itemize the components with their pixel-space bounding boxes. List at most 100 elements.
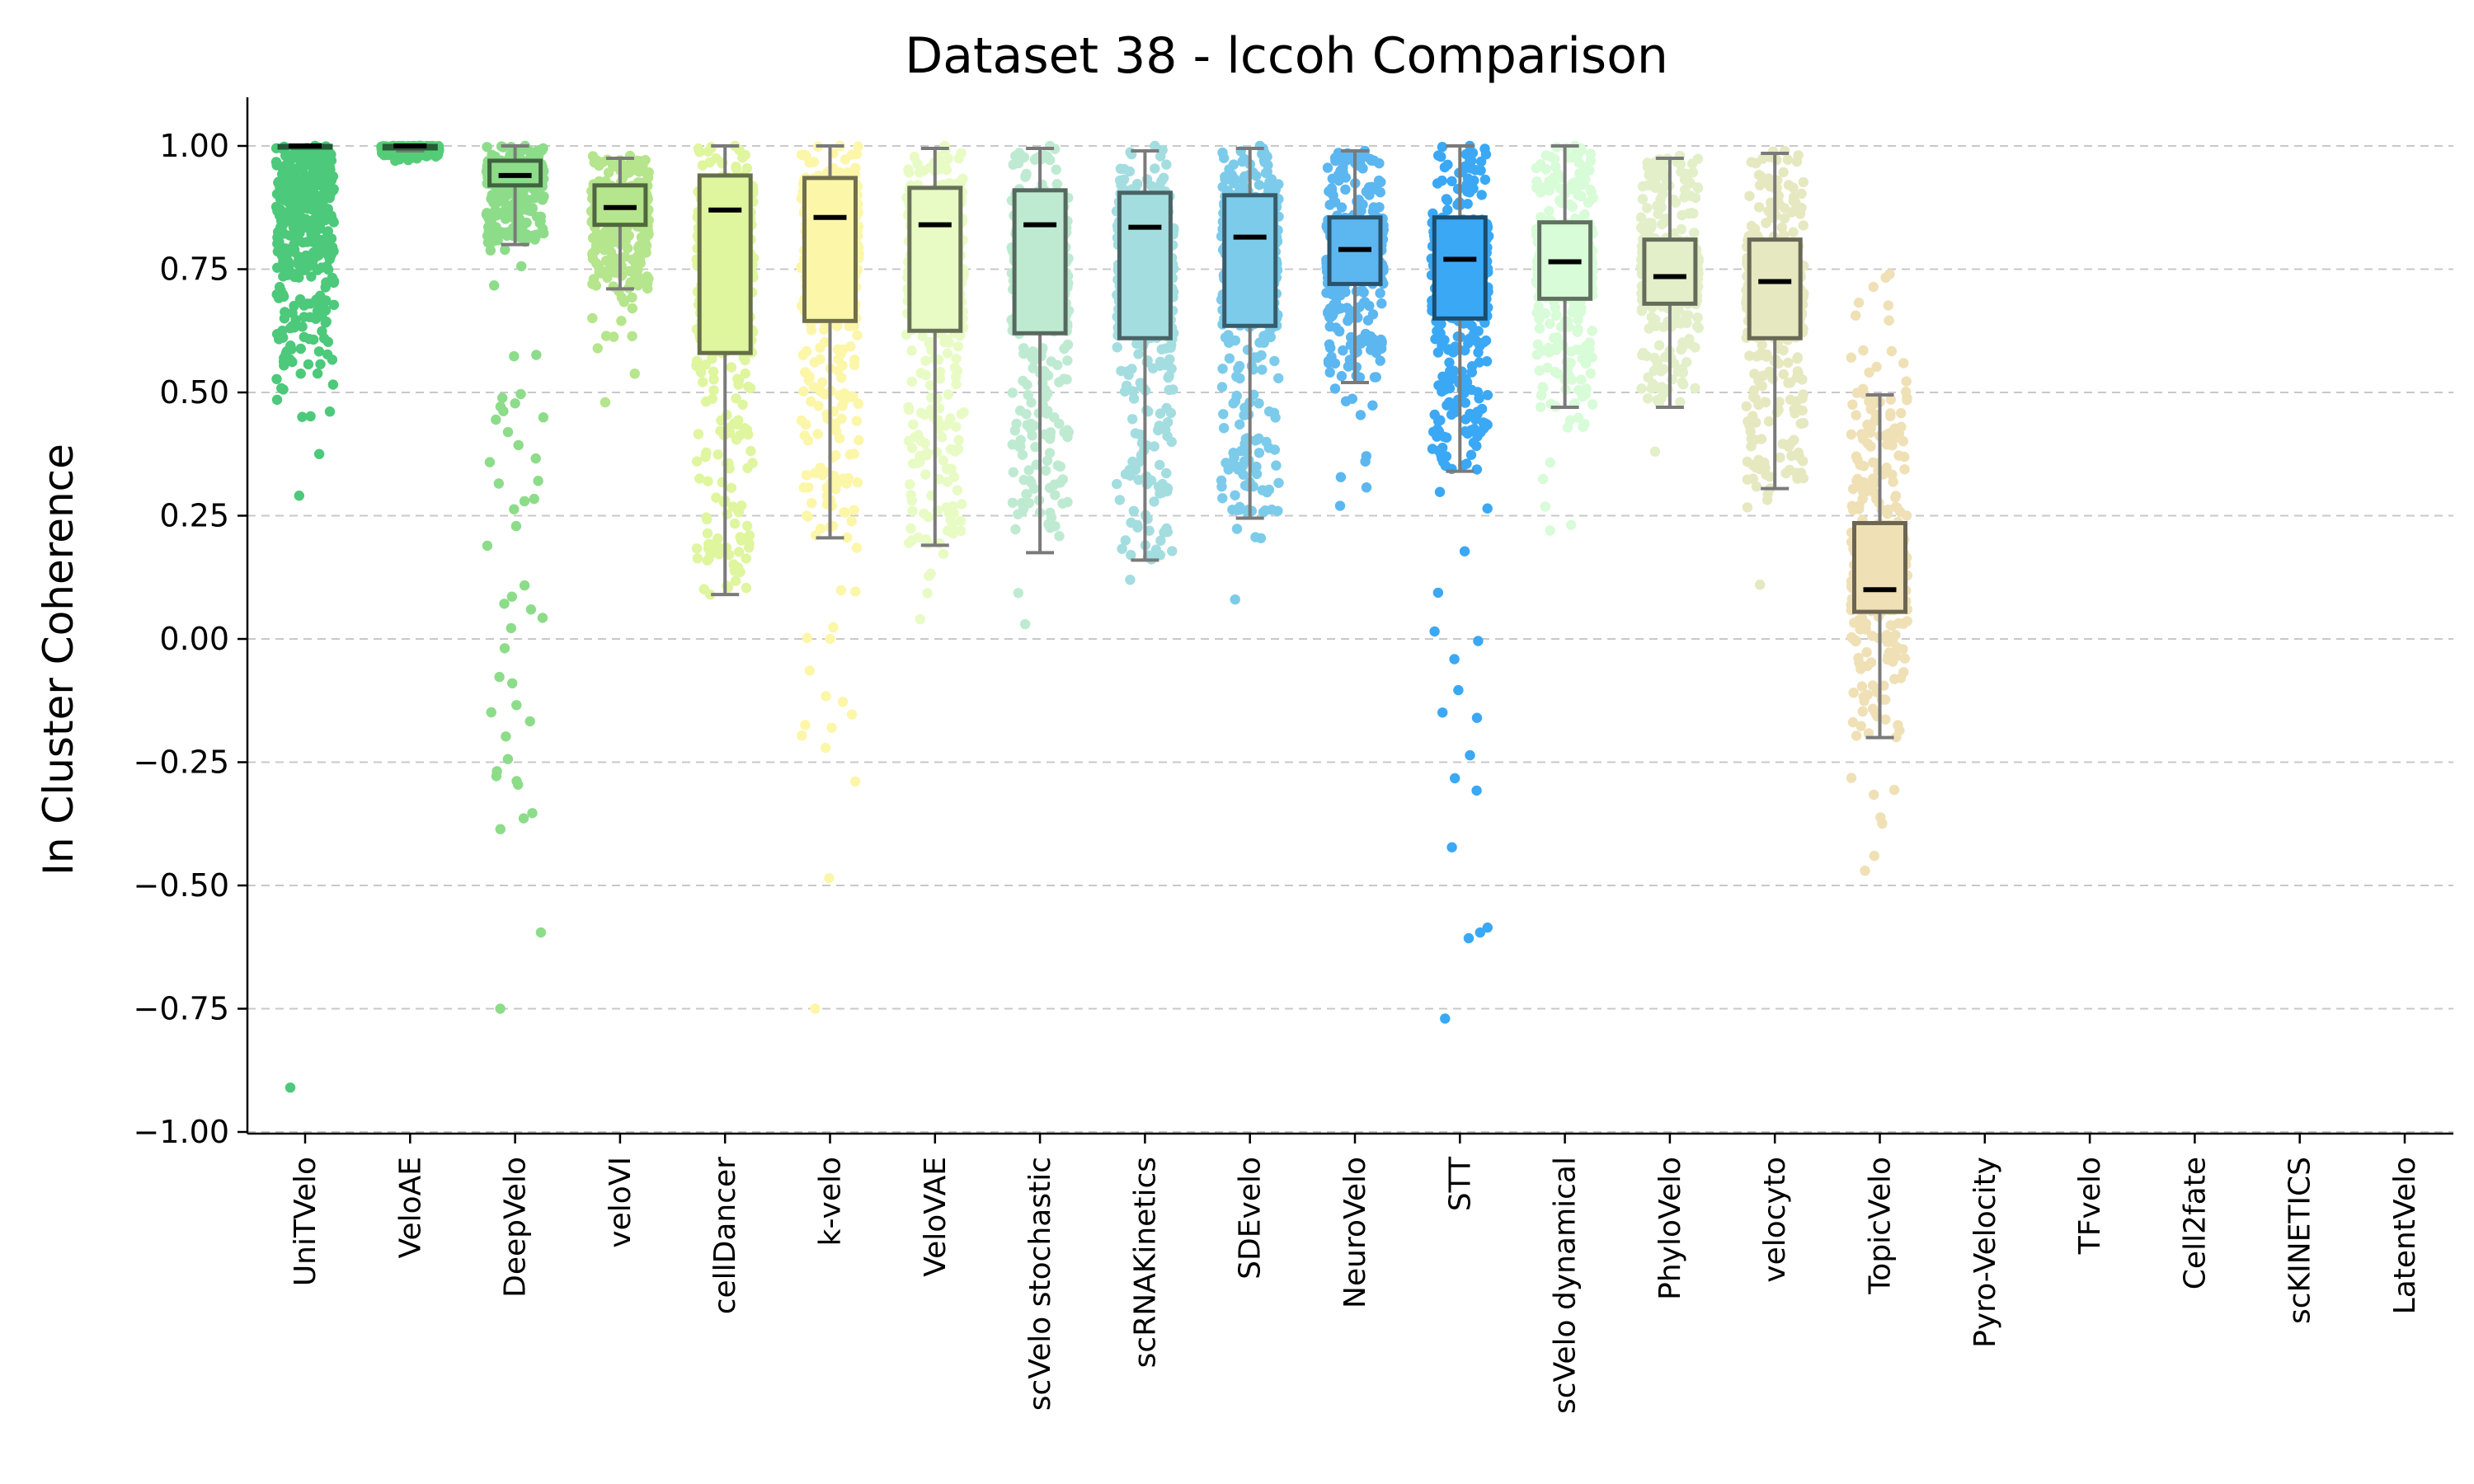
strip-point: [942, 348, 953, 359]
strip-point: [308, 235, 319, 246]
strip-point: [804, 665, 815, 676]
strip-point: [800, 367, 811, 378]
strip-point: [852, 477, 863, 488]
strip-point: [1054, 531, 1065, 542]
strip-point: [1044, 448, 1056, 458]
strip-point: [538, 412, 549, 423]
strip-point: [482, 237, 494, 248]
strip-point: [815, 354, 825, 364]
strip-point: [1020, 171, 1031, 182]
strip-point: [934, 373, 946, 384]
strip-point: [313, 202, 324, 213]
strip-point: [600, 227, 610, 237]
strip-point: [1446, 176, 1457, 186]
strip-point: [1123, 369, 1134, 380]
strip-point: [806, 396, 816, 407]
strip-point: [1021, 409, 1032, 420]
strip-point: [694, 473, 705, 484]
strip-point: [1459, 546, 1470, 556]
strip-point: [308, 334, 319, 345]
strip-point: [627, 331, 637, 341]
strip-point: [953, 153, 964, 164]
strip-point: [697, 160, 708, 171]
strip-point: [849, 448, 859, 459]
strip-point: [303, 203, 313, 214]
strip-point: [1022, 379, 1032, 390]
strip-point: [1009, 425, 1021, 436]
strip-point: [641, 247, 651, 258]
strip-point: [1433, 416, 1444, 427]
strip-point: [1251, 171, 1262, 181]
strip-point: [294, 206, 305, 218]
strip-point: [853, 141, 863, 152]
strip-point: [1329, 383, 1341, 394]
strip-point: [1028, 363, 1038, 373]
strip-point: [1468, 437, 1479, 448]
strip-point: [1261, 436, 1272, 448]
strip-point: [1235, 419, 1245, 430]
strip-point: [310, 180, 322, 190]
chart-title: Dataset 38 - lccoh Comparison: [905, 27, 1668, 85]
strip-point: [903, 402, 914, 412]
strip-point: [1327, 173, 1338, 184]
strip-point: [905, 479, 915, 490]
strip-point: [1448, 373, 1460, 384]
strip-point: [1025, 418, 1037, 430]
strip-point: [1361, 482, 1372, 493]
strip-point: [957, 499, 967, 510]
strip-point: [945, 514, 956, 525]
strip-point: [1471, 712, 1483, 723]
strip-point: [936, 432, 948, 443]
strip-point: [1224, 164, 1235, 175]
strip-point: [745, 445, 756, 457]
strip-point: [485, 245, 496, 256]
strip-point-min: [1334, 500, 1346, 511]
strip-point: [1057, 498, 1068, 509]
strip-point: [281, 166, 293, 177]
strip-point: [1155, 535, 1166, 546]
strip-point: [1120, 468, 1131, 480]
strip-point: [852, 330, 863, 340]
strip-point: [1251, 352, 1262, 363]
strip-point: [295, 343, 306, 355]
strip-point: [328, 299, 340, 310]
strip-point: [527, 203, 538, 214]
strip-point: [610, 267, 621, 278]
strip-point: [1428, 426, 1439, 437]
grid-layer: [247, 145, 2453, 1133]
strip-point: [841, 532, 853, 543]
strip-point: [1460, 397, 1471, 408]
strip-point: [513, 779, 524, 790]
strip-point: [293, 256, 303, 268]
strip-point: [840, 507, 851, 518]
strip-point: [287, 356, 298, 368]
strip-point: [482, 212, 493, 223]
strip-point: [1017, 449, 1028, 460]
strip-point: [1466, 163, 1478, 174]
strip-point: [1156, 176, 1167, 186]
strip-point: [850, 586, 861, 597]
strip-point: [946, 463, 957, 474]
strip-point: [724, 463, 735, 474]
strip-point: [1371, 204, 1381, 214]
strip-point: [506, 622, 516, 634]
strip-point: [1167, 546, 1178, 556]
strip-point: [722, 410, 732, 420]
strip-point: [912, 158, 923, 169]
strip-point: [1231, 371, 1242, 382]
strip-point: [507, 678, 518, 688]
strip-point: [1023, 389, 1033, 401]
strip-point: [501, 229, 511, 240]
strip-point: [713, 449, 723, 460]
strip-point: [918, 165, 929, 176]
strip-point: [1133, 457, 1144, 468]
strip-point: [821, 691, 831, 702]
strip-point: [740, 149, 750, 161]
strip-point: [501, 213, 513, 223]
strip-point: [1164, 370, 1174, 382]
strip-point: [1146, 181, 1157, 192]
strip-point: [1126, 517, 1136, 528]
strip-point: [1435, 327, 1446, 339]
strip-point: [539, 191, 549, 202]
strip-point: [276, 383, 287, 394]
